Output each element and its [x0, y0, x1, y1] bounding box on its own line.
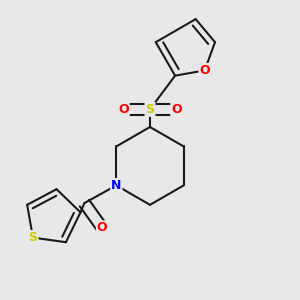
Text: N: N [111, 179, 122, 192]
Text: S: S [146, 103, 154, 116]
Text: O: O [171, 103, 182, 116]
Text: S: S [28, 231, 38, 244]
Text: O: O [200, 64, 210, 77]
Text: O: O [97, 221, 107, 234]
Text: O: O [118, 103, 129, 116]
